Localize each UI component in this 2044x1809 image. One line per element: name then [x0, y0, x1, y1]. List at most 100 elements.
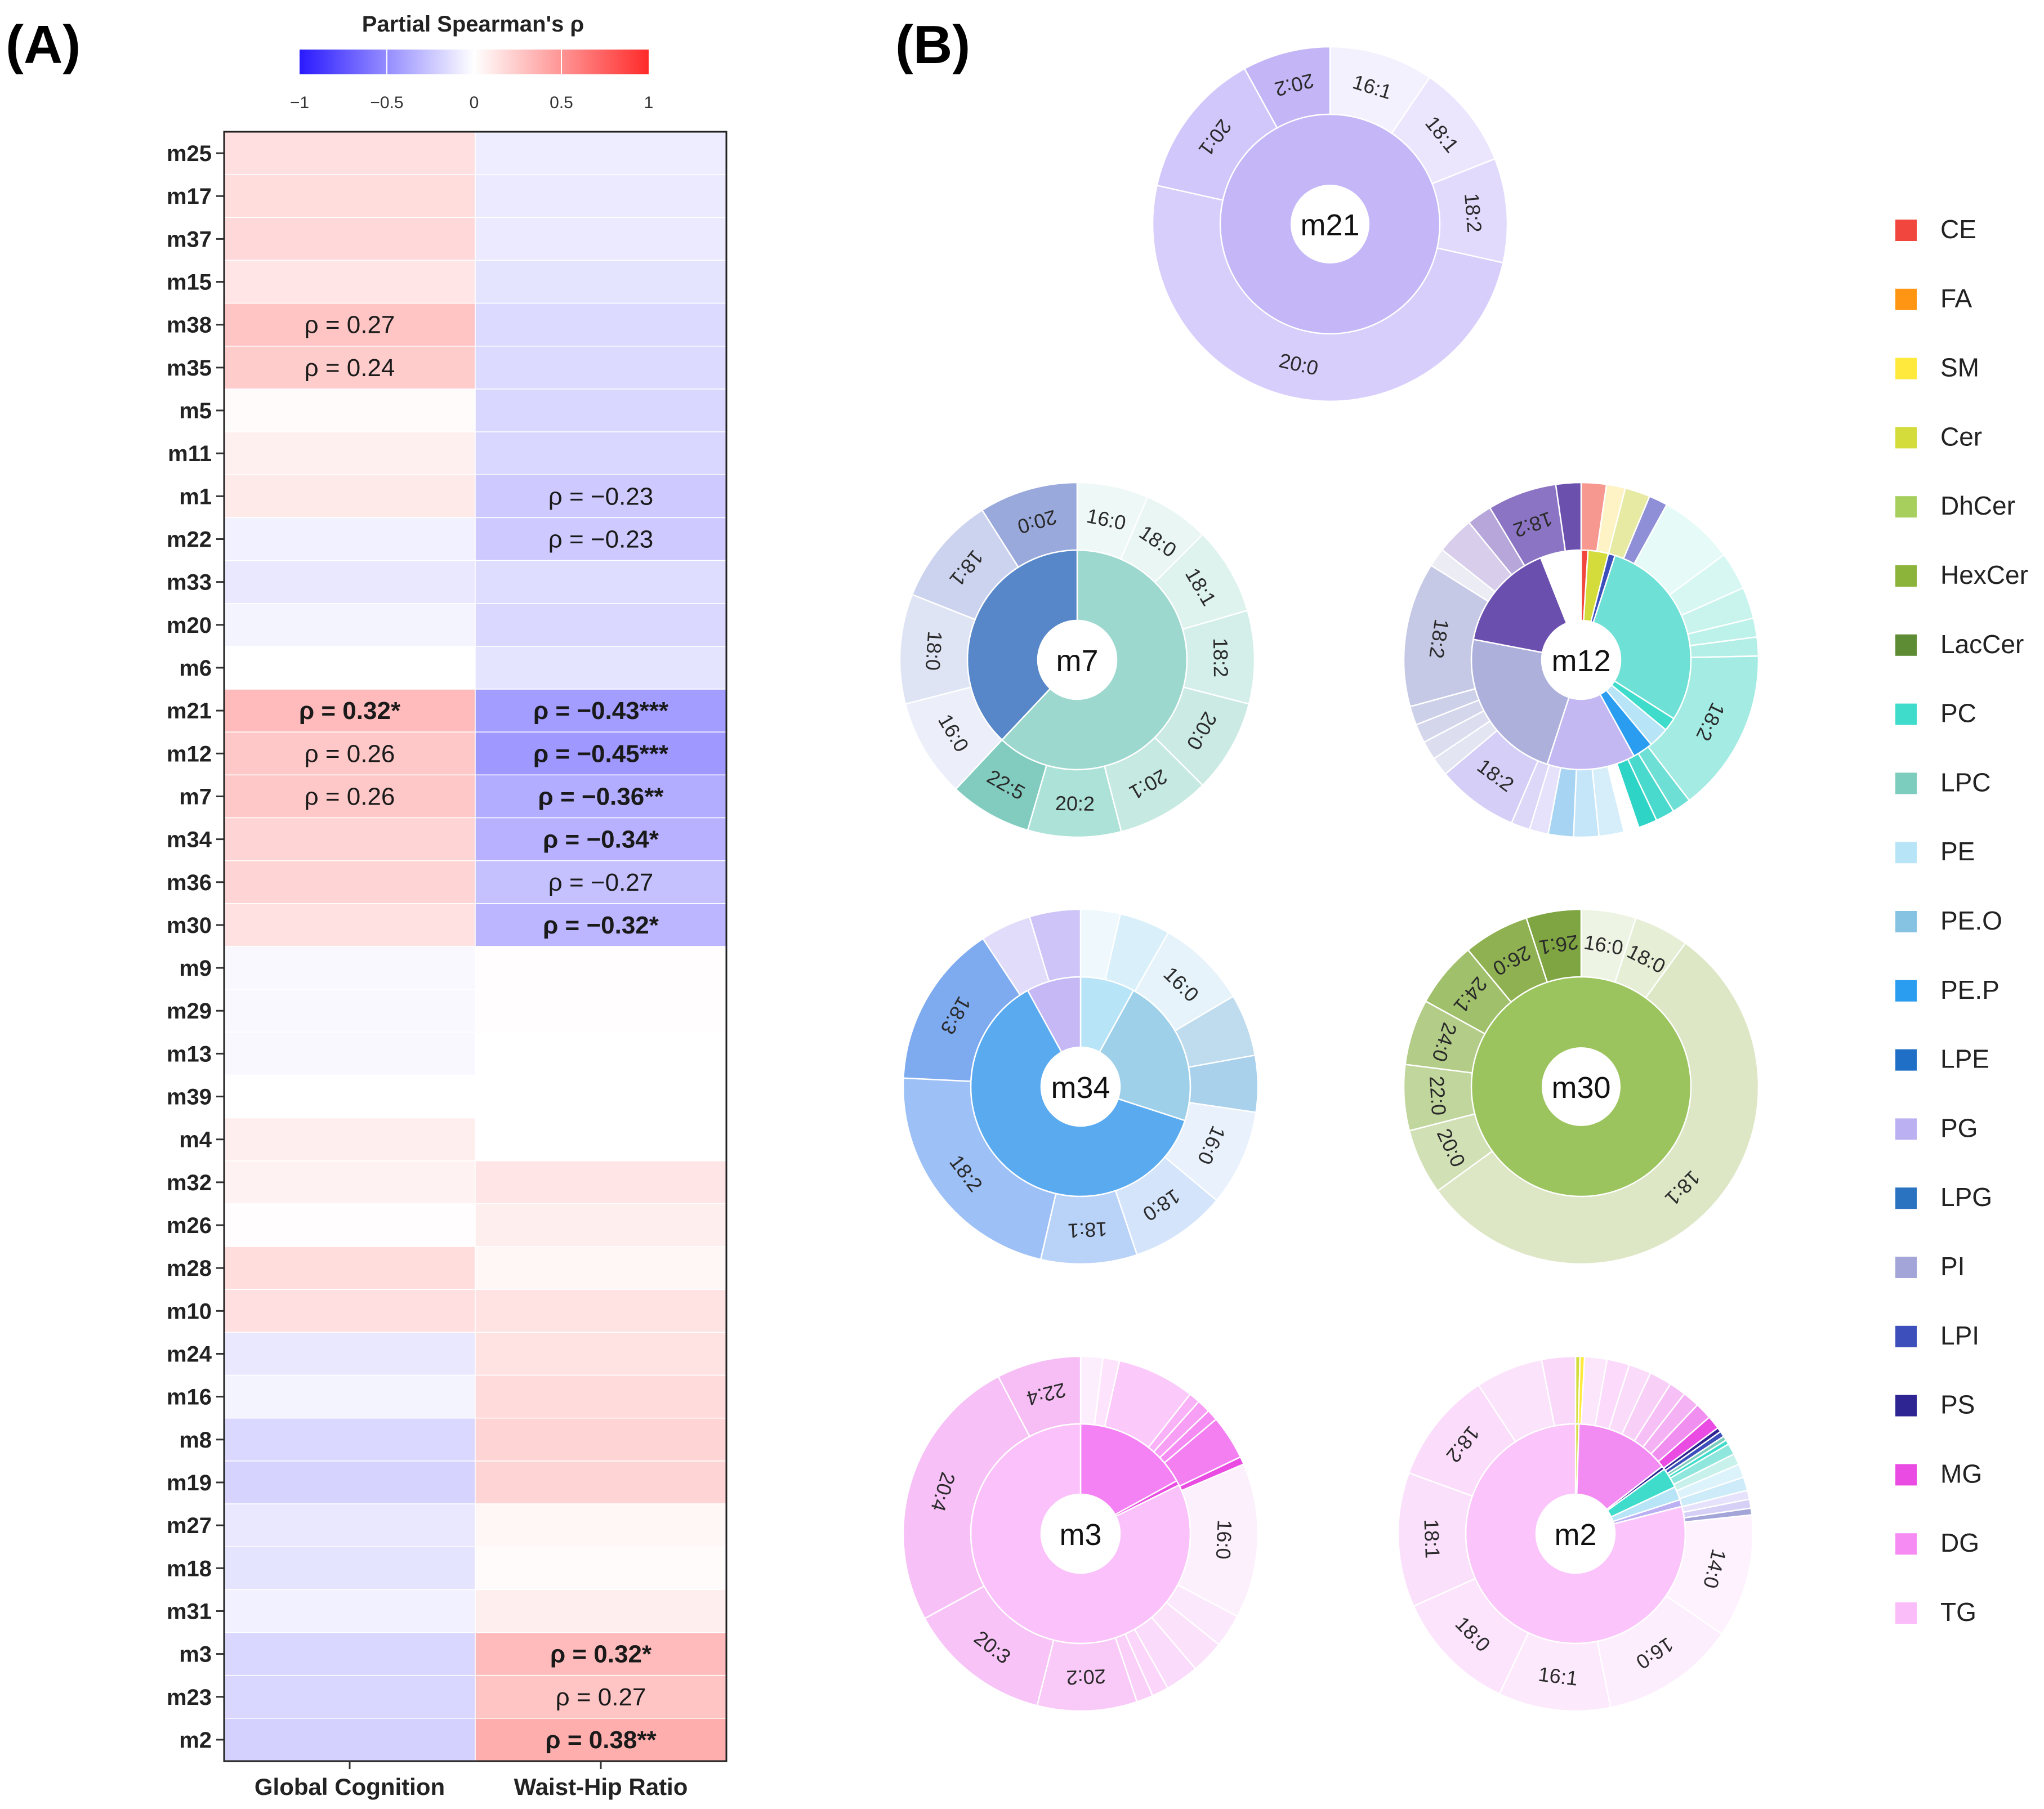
row-label: m11	[168, 441, 212, 466]
sunburst-segment	[1541, 1355, 1577, 1427]
heatmap-cell	[475, 646, 727, 690]
sunburst-center-hole	[1542, 620, 1621, 699]
legend-swatch	[1895, 1395, 1917, 1417]
heatmap-cell	[224, 1718, 476, 1762]
heatmap-cell	[475, 388, 727, 432]
heatmap-cell	[475, 217, 727, 261]
sunburst-segment-label: 16:0	[1212, 1520, 1237, 1560]
legend: CE FA SM Cer DhCer HexCer LacCer PC LPC PE PE.O PE.…	[1895, 215, 2028, 1627]
sunburst-center-label: m21	[1300, 208, 1359, 242]
row-label: m38	[167, 313, 212, 338]
legend-label: LPI	[1940, 1321, 1979, 1350]
heatmap-cell	[475, 560, 727, 604]
row-label: m28	[167, 1256, 212, 1281]
sunburst-center-hole	[1291, 185, 1369, 263]
legend-item: PS	[1895, 1390, 1975, 1419]
sunburst-center-hole	[1041, 1494, 1120, 1573]
heatmap-cell	[224, 903, 476, 947]
heatmap-cell	[224, 646, 476, 690]
legend-swatch	[1895, 842, 1917, 864]
row-label: m20	[167, 613, 212, 638]
legend-item: LPI	[1895, 1321, 1979, 1350]
heatmap: m25 m17 m37 m15 ρ = 0.27 m38 ρ = 0.24 m35 m5 m11 ρ…	[167, 131, 728, 1800]
heatmap-cell	[475, 602, 727, 647]
heatmap-cell	[475, 1031, 727, 1076]
legend-label: PE.O	[1940, 906, 2002, 935]
row-label: m25	[167, 141, 212, 166]
heatmap-cell-label: ρ = 0.27	[305, 311, 395, 339]
legend-item: PI	[1895, 1252, 1965, 1281]
sunburst-center-label: m3	[1059, 1518, 1101, 1552]
row-label: m7	[179, 784, 212, 809]
panel-a-label: (A)	[6, 15, 81, 75]
heatmap-cell	[224, 731, 476, 776]
sunburst-center-label: m7	[1056, 644, 1098, 678]
legend-swatch	[1895, 772, 1917, 794]
legend-label: PC	[1940, 699, 1976, 728]
sunburst-m7: 16:018:018:118:220:020:120:222:516:018:0…	[899, 481, 1256, 838]
heatmap-cell	[475, 260, 727, 304]
colorbar-tick-label: −1	[290, 93, 309, 112]
sunburst-center-hole	[1041, 1047, 1120, 1126]
heatmap-cell	[224, 260, 476, 304]
heatmap-cell	[224, 560, 476, 604]
row-label: m6	[179, 656, 212, 681]
row-label: m26	[167, 1213, 212, 1238]
legend-item: Cer	[1895, 422, 1982, 451]
row-label: m3	[179, 1642, 212, 1667]
heatmap-cell	[475, 431, 727, 476]
heatmap-cell	[224, 302, 476, 347]
row-label: m10	[167, 1299, 212, 1324]
legend-item: PE.O	[1895, 906, 2002, 935]
row-label: m19	[167, 1471, 212, 1495]
heatmap-cell	[475, 174, 727, 218]
legend-swatch	[1895, 634, 1917, 656]
heatmap-cell	[475, 689, 727, 732]
sunburst-segment	[1153, 185, 1503, 401]
heatmap-cell	[475, 1632, 727, 1676]
colorbar-ticks: −1 −0.5 0 0.5 1	[290, 50, 653, 112]
row-label: m12	[167, 742, 212, 766]
legend-swatch	[1895, 358, 1917, 379]
sunburst-segment-label: 18:0	[921, 631, 947, 672]
sunburst-segment	[1555, 481, 1582, 552]
sunburst-segment	[903, 937, 1021, 1082]
legend-swatch	[1895, 220, 1917, 241]
colorbar-tick-label: 0	[470, 93, 479, 112]
legend-label: DG	[1940, 1528, 1979, 1557]
heatmap-cell-label: ρ = 0.38**	[545, 1726, 657, 1754]
sunburst-segment	[981, 481, 1078, 569]
heatmap-cell	[224, 1160, 476, 1204]
sunburst-segment-label: 18:2	[1209, 638, 1233, 678]
sunburst-segment	[902, 1077, 1057, 1261]
colorbar-tick-label: −0.5	[370, 93, 403, 112]
sunburst-charts: 16:118:118:220:020:120:2m2116:018:018:11…	[899, 46, 1760, 1712]
heatmap-cell-label: ρ = −0.27	[548, 869, 654, 896]
heatmap-cell	[224, 1203, 476, 1247]
sunburst-center-label: m34	[1051, 1071, 1110, 1105]
legend-item: MG	[1895, 1459, 1982, 1488]
legend-item: DG	[1895, 1528, 1979, 1557]
heatmap-cell	[224, 1332, 476, 1376]
heatmap-cell-label: ρ = 0.26	[305, 740, 395, 767]
sunburst-m3: 16:020:220:320:422:4m3	[902, 1355, 1259, 1712]
colorbar: Partial Spearman's ρ −1 −0.5 0 0.5 1	[290, 12, 653, 112]
row-label: m30	[167, 913, 212, 938]
sunburst-center-label: m30	[1551, 1071, 1610, 1105]
legend-swatch	[1895, 703, 1917, 725]
legend-label: HexCer	[1940, 560, 2028, 589]
row-label: m17	[167, 184, 212, 209]
sunburst-segment-label: 18:1	[1420, 1518, 1444, 1558]
row-label: m33	[167, 570, 212, 595]
row-label: m34	[167, 828, 212, 852]
legend-label: CE	[1940, 215, 1976, 244]
row-label: m13	[167, 1042, 212, 1066]
row-label: m23	[167, 1685, 212, 1710]
row-label: m8	[179, 1428, 212, 1453]
legend-swatch	[1895, 1325, 1917, 1347]
legend-swatch	[1895, 565, 1917, 587]
heatmap-cell	[224, 474, 476, 519]
heatmap-cell-label: ρ = −0.34*	[543, 826, 659, 854]
